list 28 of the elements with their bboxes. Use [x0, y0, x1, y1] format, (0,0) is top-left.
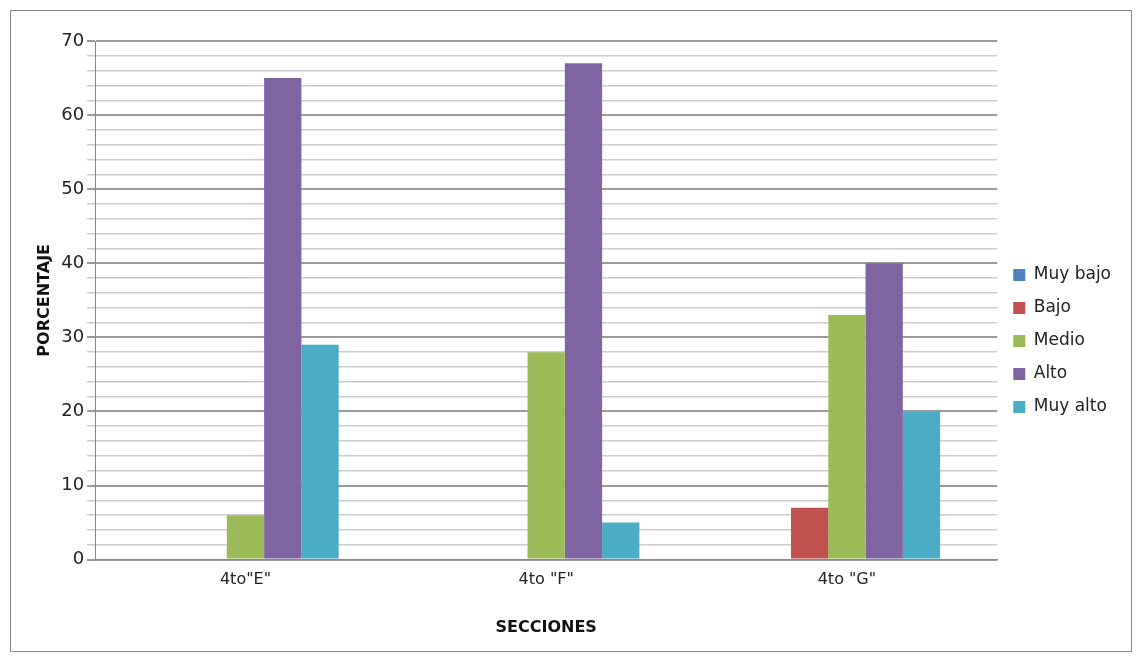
bar: [902, 411, 941, 559]
y-axis-title: PORCENTAJE: [33, 243, 53, 357]
legend-label: Alto: [1033, 362, 1068, 383]
bar: [828, 315, 866, 559]
y-tick-label: 50: [61, 176, 85, 198]
legend-label: Bajo: [1033, 296, 1071, 317]
y-tick-label: 0: [72, 547, 85, 569]
y-tick-label: 30: [61, 325, 85, 347]
bar: [564, 63, 603, 559]
x-axis-title: SECCIONES: [495, 616, 597, 636]
bar: [226, 515, 265, 559]
x-tick-label: 4to"E": [219, 569, 271, 589]
bar: [527, 352, 565, 559]
bar: [865, 263, 903, 559]
bar: [264, 78, 302, 559]
y-tick-label: 70: [61, 28, 85, 50]
x-tick-label: 4to "G": [817, 569, 877, 589]
y-tick-label: 10: [61, 473, 85, 495]
bar: [790, 507, 829, 559]
bar: [301, 344, 339, 559]
legend-label: Muy alto: [1033, 395, 1107, 416]
x-tick-label: 4to "F": [518, 569, 574, 589]
y-tick-label: 60: [61, 102, 85, 124]
legend-label: Muy bajo: [1033, 263, 1112, 284]
y-tick-label: 20: [61, 399, 85, 421]
legend-label: Medio: [1033, 329, 1085, 350]
bar: [602, 522, 640, 559]
y-tick-label: 40: [61, 250, 85, 272]
